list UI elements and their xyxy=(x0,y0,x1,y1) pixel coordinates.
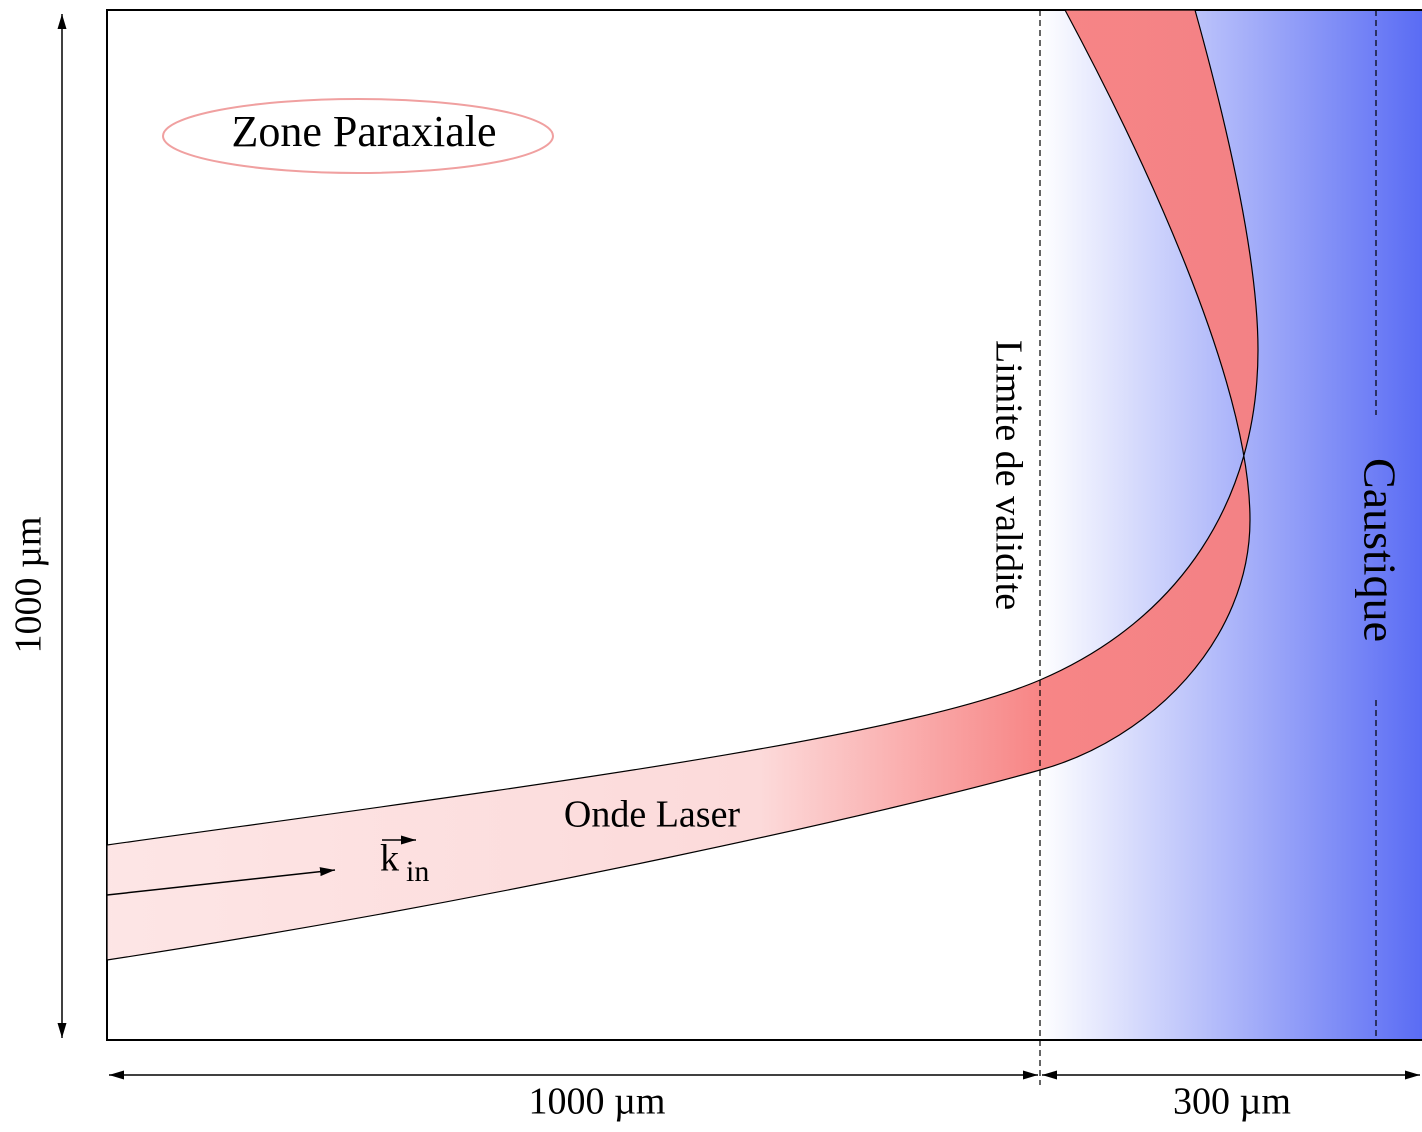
height-label: 1000 µm xyxy=(8,517,50,654)
wave-vector-label: k xyxy=(380,838,399,880)
wave-vector-subscript: in xyxy=(406,855,429,888)
laser-beam xyxy=(106,9,1259,961)
zone-ellipse xyxy=(162,98,554,174)
caustic-label: Caustique xyxy=(1354,458,1405,642)
zone-label: Zone Paraxiale xyxy=(231,107,496,156)
width-label: 300 µm xyxy=(1173,1081,1291,1123)
width-label: 1000 µm xyxy=(529,1081,666,1123)
beam-label: Onde Laser xyxy=(564,794,741,836)
frame xyxy=(106,9,1422,1041)
limit-label: Limite de validite xyxy=(987,340,1029,610)
wave-vector-arrow xyxy=(106,867,336,896)
